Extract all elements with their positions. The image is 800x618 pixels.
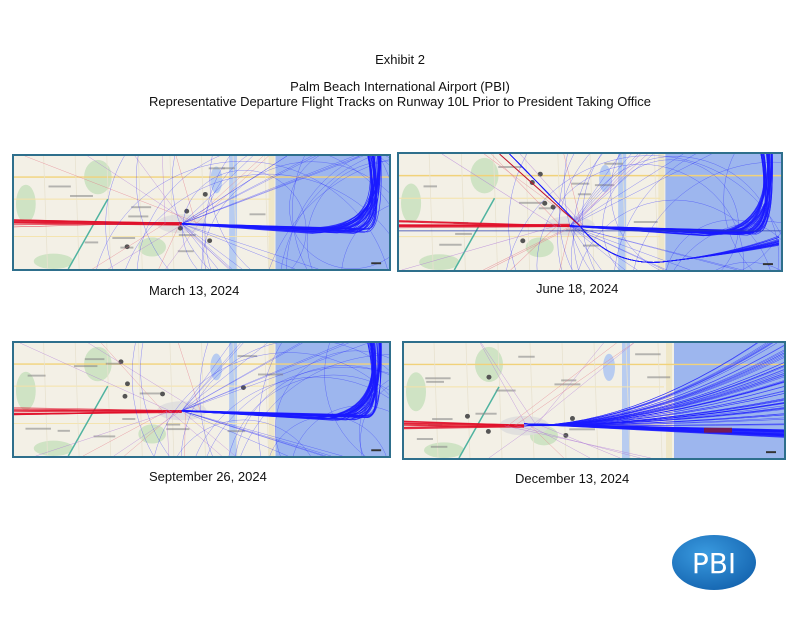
svg-text:PBI: PBI — [692, 547, 736, 580]
flight-track-map-december-13 — [402, 341, 786, 460]
exhibit-subtitle: Representative Departure Flight Tracks o… — [149, 94, 651, 109]
map-caption-june-18: June 18, 2024 — [536, 281, 619, 296]
pbi-logo-icon: PBI — [672, 535, 756, 590]
map-caption-december-13: December 13, 2024 — [515, 471, 630, 486]
pbi-logo: PBI — [671, 534, 757, 591]
map-graphic — [404, 343, 784, 458]
flight-track-map-march-13 — [12, 154, 391, 271]
map-caption-september-26: September 26, 2024 — [149, 469, 267, 484]
airport-title: Palm Beach International Airport (PBI) — [290, 79, 510, 94]
flight-track-map-june-18 — [397, 152, 783, 272]
map-graphic — [14, 156, 389, 269]
exhibit-label: Exhibit 2 — [375, 52, 425, 67]
flight-track-map-september-26 — [12, 341, 391, 458]
map-caption-march-13: March 13, 2024 — [149, 283, 240, 298]
map-graphic — [399, 154, 781, 270]
map-graphic — [14, 343, 389, 456]
